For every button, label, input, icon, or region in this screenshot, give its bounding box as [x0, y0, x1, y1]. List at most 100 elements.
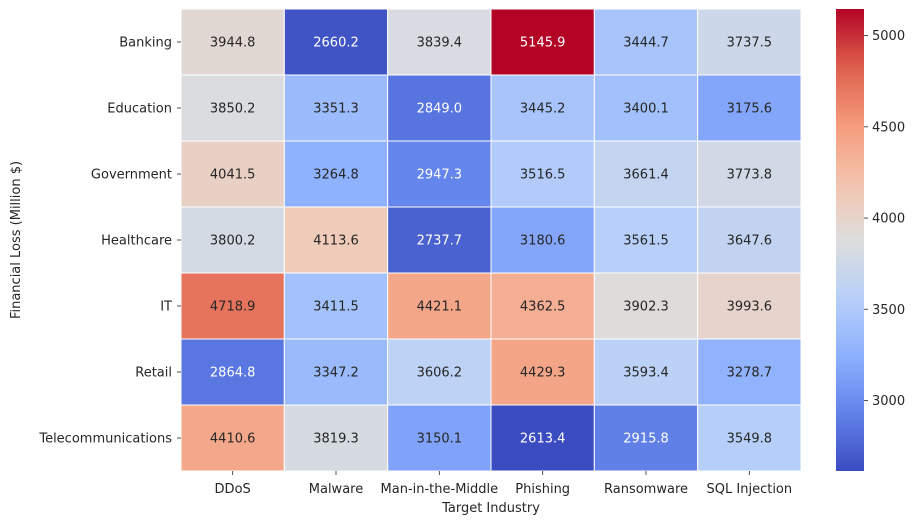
heatmap-cell	[180, 8, 285, 76]
cell-value-label: 3175.6	[727, 102, 773, 117]
cell-value-label: 3411.5	[313, 300, 359, 315]
cell-value-label: 4041.5	[210, 168, 256, 183]
y-tick-label: IT	[160, 300, 172, 315]
y-axis-label: Financial Loss (Million $)	[9, 161, 24, 319]
y-tick-label: Retail	[135, 366, 172, 381]
y-tick-label: Government	[91, 168, 172, 183]
heatmap-cell	[593, 338, 699, 406]
heatmap-cell	[387, 404, 492, 472]
colorbar-tick-label: 3500	[872, 303, 905, 318]
cell-value-label: 3850.2	[210, 102, 256, 117]
y-tick-label: Healthcare	[101, 234, 172, 249]
colorbar	[836, 9, 864, 471]
cell-value-label: 4113.6	[313, 234, 359, 249]
cell-value-label: 3180.6	[520, 234, 566, 249]
cell-value-label: 5145.9	[520, 36, 566, 51]
x-tick-label: SQL Injection	[707, 482, 793, 497]
cell-value-label: 3351.3	[313, 102, 359, 117]
cell-value-label: 3647.6	[727, 234, 773, 249]
cell-value-label: 3549.8	[727, 432, 773, 447]
heatmap-cell	[387, 206, 492, 274]
heatmap-cell	[387, 272, 492, 340]
heatmap-cells: 3944.8 2660.2 3839.4 5145.9 3444.7 3737.5 3850…	[180, 8, 802, 472]
cell-value-label: 4718.9	[210, 300, 256, 315]
heatmap-cell	[490, 404, 595, 472]
cell-value-label: 3944.8	[210, 36, 256, 51]
heatmap-cell	[180, 272, 285, 340]
cell-value-label: 4362.5	[520, 300, 566, 315]
y-tick-label: Telecommunications	[38, 432, 172, 447]
cell-value-label: 2864.8	[210, 366, 256, 381]
heatmap-cell	[490, 140, 595, 208]
x-tick-label: DDoS	[215, 482, 251, 497]
cell-value-label: 3839.4	[417, 36, 463, 51]
cell-value-label: 3444.7	[623, 36, 669, 51]
cell-value-label: 3400.1	[623, 102, 669, 117]
x-tick-label: Ransomware	[604, 482, 688, 497]
heatmap-cell	[180, 140, 285, 208]
heatmap-cell	[387, 8, 492, 76]
heatmap-cell	[180, 206, 285, 274]
heatmap-cell	[490, 272, 595, 340]
cell-value-label: 3278.7	[727, 366, 773, 381]
x-axis-label: Target Industry	[441, 501, 540, 516]
cell-value-label: 3993.6	[727, 300, 773, 315]
cell-value-label: 2849.0	[417, 102, 463, 117]
heatmap-cell	[697, 8, 802, 76]
cell-value-label: 3445.2	[520, 102, 566, 117]
heatmap-cell	[593, 140, 699, 208]
heatmap-cell	[593, 8, 699, 76]
heatmap-cell	[697, 272, 802, 340]
cell-value-label: 3773.8	[727, 168, 773, 183]
cell-value-label: 3264.8	[313, 168, 359, 183]
x-tick-label: Phishing	[515, 482, 570, 497]
heatmap-cell	[697, 338, 802, 406]
heatmap-cell	[283, 206, 389, 274]
colorbar-tick-label: 3000	[872, 394, 905, 409]
heatmap-cell	[283, 140, 389, 208]
cell-value-label: 3819.3	[313, 432, 359, 447]
heatmap-cell	[490, 8, 595, 76]
x-tick-label: Malware	[309, 482, 363, 497]
cell-value-label: 3800.2	[210, 234, 256, 249]
x-tick-label: Man-in-the-Middle	[381, 482, 499, 497]
cell-value-label: 2613.4	[520, 432, 566, 447]
x-tick-labels: DDoS Malware Man-in-the-Middle Phishing Rans…	[215, 471, 793, 497]
y-tick-labels: Banking Education Government Healthcare IT Re…	[38, 36, 181, 447]
colorbar-ticks: 3000 3500 4000 4500 5000	[864, 29, 905, 409]
cell-value-label: 3516.5	[520, 168, 566, 183]
cell-value-label: 4429.3	[520, 366, 566, 381]
heatmap-cell	[593, 206, 699, 274]
colorbar-tick-label: 4500	[872, 120, 905, 135]
cell-value-label: 2915.8	[623, 432, 669, 447]
heatmap-cell	[283, 404, 389, 472]
cell-value-label: 2660.2	[313, 36, 359, 51]
heatmap-cell	[283, 8, 389, 76]
colorbar-tick-label: 4000	[872, 212, 905, 227]
heatmap-cell	[593, 272, 699, 340]
cell-value-label: 3561.5	[623, 234, 669, 249]
heatmap-cell	[697, 404, 802, 472]
cell-value-label: 2947.3	[417, 168, 463, 183]
heatmap-cell	[697, 206, 802, 274]
colorbar-tick-label: 5000	[872, 29, 905, 44]
cell-value-label: 3593.4	[623, 366, 669, 381]
heatmap-cell	[283, 74, 389, 142]
heatmap-cell	[180, 404, 285, 472]
y-tick-label: Education	[107, 102, 172, 117]
heatmap-cell	[697, 74, 802, 142]
cell-value-label: 3661.4	[623, 168, 669, 183]
y-tick-label: Banking	[119, 36, 172, 51]
cell-value-label: 3347.2	[313, 366, 359, 381]
cell-value-label: 3737.5	[727, 36, 773, 51]
heatmap-cell	[490, 206, 595, 274]
heatmap-cell	[490, 74, 595, 142]
cell-value-label: 4410.6	[210, 432, 256, 447]
cell-value-label: 3606.2	[417, 366, 463, 381]
cell-value-label: 3902.3	[623, 300, 669, 315]
heatmap-cell	[180, 338, 285, 406]
cell-value-label: 2737.7	[417, 234, 463, 249]
cell-value-label: 4421.1	[417, 300, 463, 315]
heatmap-cell	[697, 140, 802, 208]
